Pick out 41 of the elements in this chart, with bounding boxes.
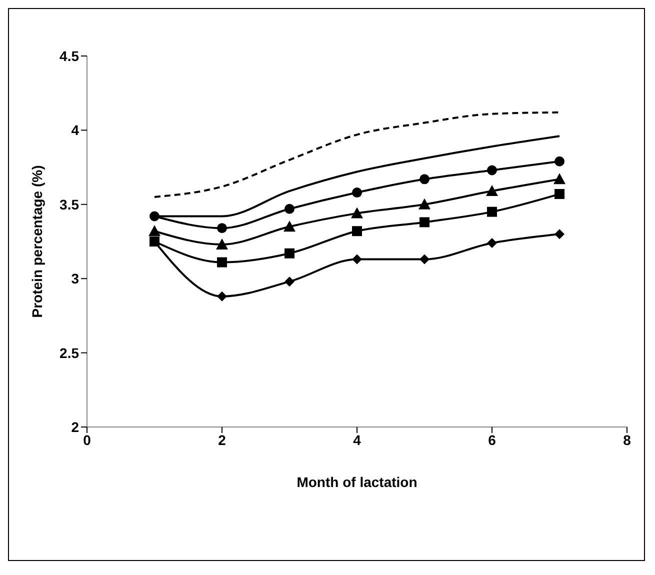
y-tick-label: 3.5 xyxy=(60,196,80,212)
point xyxy=(351,207,363,218)
point xyxy=(352,226,362,236)
x-tick-label: 4 xyxy=(353,432,362,448)
point xyxy=(148,225,160,236)
x-tick-label: 8 xyxy=(623,432,632,448)
y-axis-title: Protein percentage (%) xyxy=(28,165,45,318)
x-tick-label: 6 xyxy=(488,432,496,448)
point xyxy=(352,188,362,198)
y-tick-label: 3 xyxy=(71,270,80,287)
point xyxy=(217,223,227,234)
point xyxy=(284,220,296,232)
x-axis-title: Month of lactation xyxy=(296,474,418,490)
point xyxy=(418,198,430,210)
point xyxy=(352,254,362,264)
y-tick-label: 2.5 xyxy=(60,344,80,361)
point xyxy=(554,189,564,200)
point xyxy=(554,173,566,184)
point xyxy=(217,291,227,302)
point xyxy=(284,204,294,214)
point xyxy=(284,276,294,287)
point xyxy=(554,156,564,166)
point xyxy=(487,206,497,217)
point xyxy=(486,185,498,196)
y-tick-label: 4 xyxy=(71,122,80,138)
x-tick-label: 0 xyxy=(83,432,92,448)
point xyxy=(150,236,160,246)
point xyxy=(150,211,160,222)
point xyxy=(487,165,497,176)
y-tick-label: 4.5 xyxy=(60,48,80,64)
point xyxy=(487,238,497,248)
point xyxy=(420,174,430,184)
point xyxy=(284,248,294,258)
point xyxy=(216,238,228,250)
line-series xyxy=(154,111,560,198)
point xyxy=(217,257,227,268)
point xyxy=(420,217,430,228)
point xyxy=(554,229,564,240)
y-tick-label: 2 xyxy=(71,418,80,435)
point xyxy=(420,254,430,264)
x-tick-label: 2 xyxy=(218,432,226,448)
